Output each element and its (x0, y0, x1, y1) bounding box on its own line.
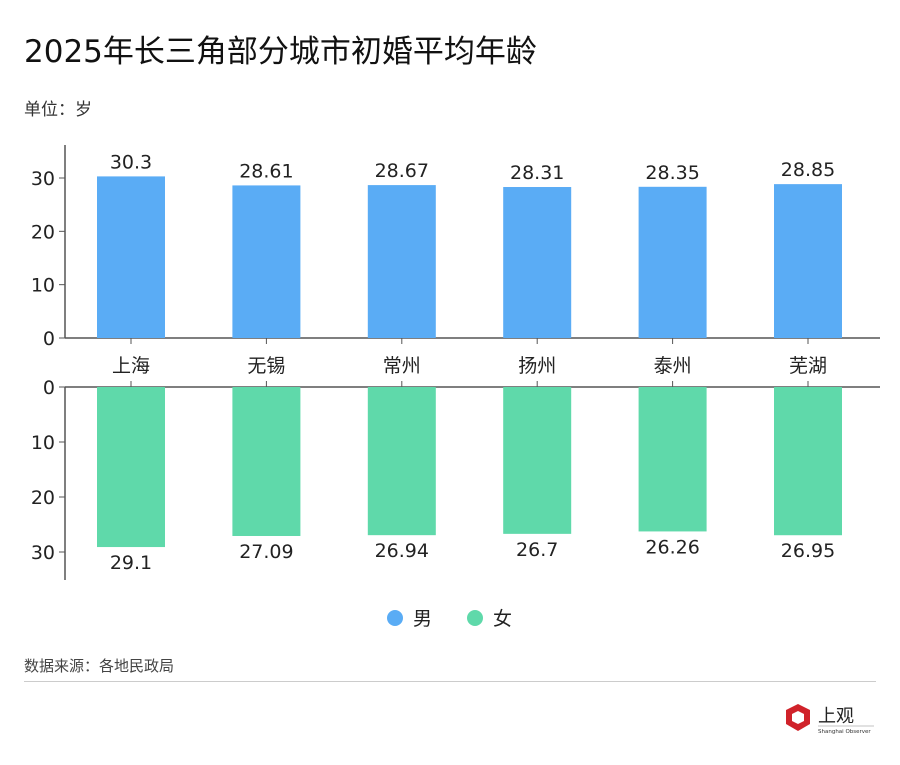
shanghai-observer-logo: 上观 Shanghai Observer (782, 700, 882, 740)
upper-y-tick-label: 10 (31, 275, 55, 297)
data-label-male: 28.67 (375, 160, 429, 182)
data-label-male: 28.85 (781, 159, 835, 181)
bar-female (503, 387, 572, 534)
upper-y-tick-label: 0 (43, 328, 55, 350)
legend-label: 男 (413, 608, 432, 630)
x-category-label: 芜湖 (789, 355, 827, 377)
data-label-male: 28.31 (510, 162, 564, 184)
lower-y-tick-label: 30 (31, 542, 55, 564)
x-category-label: 常州 (383, 355, 421, 377)
legend-swatch (387, 610, 403, 626)
x-category-label: 扬州 (518, 355, 556, 377)
legend-label: 女 (493, 608, 512, 630)
upper-y-tick-label: 20 (31, 221, 55, 243)
lower-y-tick-label: 10 (31, 432, 55, 454)
svg-text:上观: 上观 (818, 706, 854, 727)
data-label-female: 26.95 (781, 540, 835, 562)
bar-male (503, 187, 572, 338)
chart-svg: 0 0 10 10 20 20 30 30 30.3 29.1 上海 28.61 27.09 无锡 28.6… (31, 145, 880, 630)
upper-y-tick-label: 30 (31, 168, 55, 190)
lower-y-tick-label: 0 (43, 377, 55, 399)
bar-male (638, 186, 707, 338)
data-label-male: 28.61 (239, 160, 293, 182)
bar-female (97, 387, 165, 548)
data-label-male: 30.3 (110, 151, 152, 173)
bar-male (232, 185, 301, 338)
data-label-male: 28.35 (645, 162, 699, 184)
data-label-female: 27.09 (239, 541, 293, 563)
data-label-female: 26.94 (375, 540, 429, 562)
x-category-label: 泰州 (654, 355, 692, 377)
unit-label: 单位：岁 (24, 100, 92, 120)
bar-female (232, 387, 301, 536)
legend-swatch (467, 610, 483, 626)
data-label-female: 26.26 (645, 536, 699, 558)
x-category-label: 无锡 (247, 355, 285, 377)
svg-text:Shanghai Observer: Shanghai Observer (818, 729, 871, 735)
chart-title: 2025年长三角部分城市初婚平均年龄 (24, 34, 537, 70)
bar-male (97, 176, 165, 338)
bar-female (774, 387, 842, 536)
x-category-label: 上海 (112, 355, 150, 377)
bar-male (774, 184, 842, 338)
lower-y-tick-label: 20 (31, 487, 55, 509)
data-label-female: 29.1 (110, 552, 152, 574)
data-label-female: 26.7 (516, 539, 558, 561)
bar-female (638, 387, 707, 532)
bar-male (367, 185, 436, 338)
bar-female (367, 387, 436, 536)
divider (24, 681, 876, 682)
source-note: 数据来源：各地民政局 (24, 657, 175, 675)
